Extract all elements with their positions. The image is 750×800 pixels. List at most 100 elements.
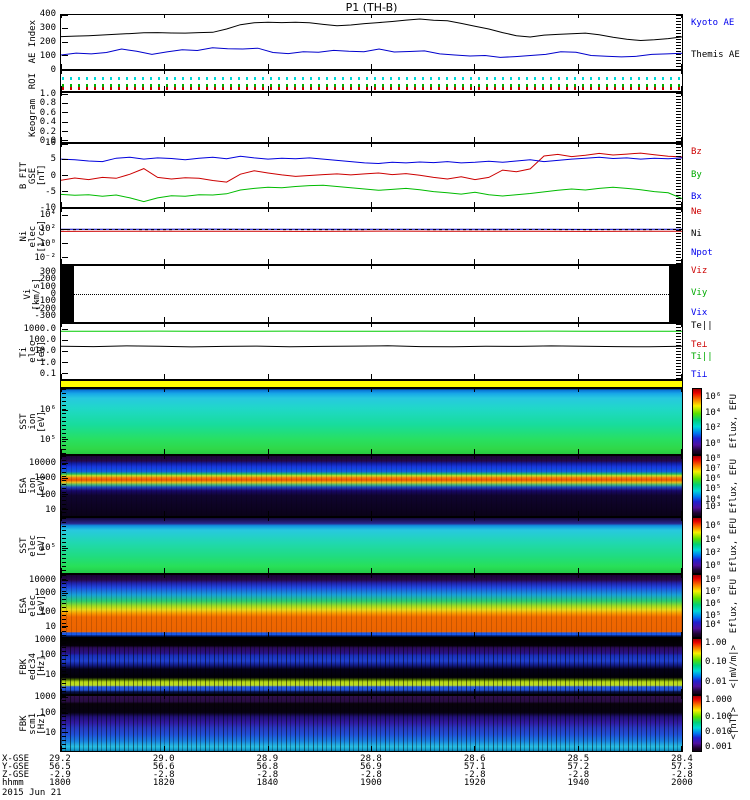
y-tick-label: 400 — [39, 9, 56, 19]
minor-ticks-left — [62, 696, 66, 751]
y-tick-label: 0 — [50, 170, 56, 181]
y-tick-label: 10⁵ — [39, 543, 56, 554]
panel-ni — [60, 208, 683, 265]
axis-title-text: Keogram — [27, 98, 38, 137]
eph-value: -2.9 — [49, 770, 71, 780]
minor-ticks-left — [62, 575, 66, 637]
x-tick-mark — [578, 389, 579, 392]
minor-ticks-right — [676, 144, 681, 207]
axis-title-text: SST elec [eV] — [18, 534, 47, 557]
zero-line — [62, 294, 681, 295]
x-tick-mark — [268, 632, 269, 637]
x-tick-mark — [61, 259, 62, 264]
x-tick-mark — [268, 15, 269, 18]
y-tick-label: 100 — [39, 489, 56, 500]
y-tick-mark — [62, 329, 68, 330]
x-tick-mark — [164, 144, 165, 147]
y-tick-label: 1000 — [34, 472, 56, 483]
y-tick-mark — [62, 593, 68, 594]
panel-esa-ion — [60, 455, 683, 517]
colorbar-unit: <|mV/m|> — [729, 638, 739, 695]
x-tick-mark — [578, 456, 579, 459]
x-tick-mark — [578, 449, 579, 454]
x-tick-mark — [268, 144, 269, 147]
axis-title-text: SST ion [eV] — [18, 410, 47, 433]
minor-ticks-right — [676, 324, 681, 379]
axis-title-esa-ion: ESA ion [eV] — [18, 455, 48, 517]
x-tick-mark — [61, 202, 62, 207]
eph-value: 1900 — [360, 778, 382, 788]
colorbar-tick-label: 10⁷ — [705, 586, 722, 597]
x-tick-mark — [578, 374, 579, 379]
x-tick-mark — [371, 324, 372, 327]
right-label-te: Te⊥ — [691, 340, 708, 350]
colorbar-unit: <|nT|> — [729, 695, 739, 752]
y-tick-mark — [62, 373, 68, 374]
y-tick-mark — [62, 315, 68, 316]
x-tick-mark — [578, 86, 579, 91]
eph-row-label-y-gse: Y-GSE — [2, 762, 30, 772]
x-tick-mark — [371, 632, 372, 637]
x-tick-mark — [371, 137, 372, 142]
axis-title-bfit: B FIT GSE [nT] — [18, 143, 48, 208]
eph-value: 56.5 — [49, 762, 71, 772]
x-tick-mark — [578, 746, 579, 751]
x-tick-mark — [61, 518, 62, 521]
axis-title-text: ESA elec [eV] — [18, 595, 47, 617]
x-tick-mark — [164, 389, 165, 392]
colorbar-esa-elec — [692, 574, 702, 638]
y-tick-mark — [62, 191, 68, 192]
right-label-vix: Vix — [691, 308, 708, 318]
eph-value: 57.3 — [671, 762, 693, 772]
x-tick-mark — [371, 374, 372, 379]
x-tick-mark — [268, 696, 269, 699]
x-tick-mark — [61, 86, 62, 91]
trace-te-par — [61, 345, 682, 348]
minor-ticks-left — [62, 456, 66, 516]
x-tick-mark — [164, 632, 165, 637]
x-tick-mark — [681, 689, 682, 694]
x-tick-mark — [268, 317, 269, 322]
y-tick-mark — [62, 140, 68, 141]
right-label-by: By — [691, 170, 702, 180]
panel-fbk-e — [60, 638, 683, 695]
y-tick-mark — [62, 340, 68, 341]
y-tick-mark — [62, 175, 68, 176]
x-tick-mark — [681, 202, 682, 207]
minor-ticks-right — [676, 266, 681, 322]
x-tick-mark — [164, 209, 165, 212]
y-tick-label: 0.0 — [39, 136, 56, 147]
y-tick-mark — [62, 257, 68, 258]
y-tick-mark — [62, 294, 68, 295]
x-tick-mark — [61, 137, 62, 142]
x-tick-mark — [681, 266, 682, 269]
eph-value: -2.8 — [671, 770, 693, 780]
x-tick-mark — [268, 137, 269, 142]
eph-value: 28.8 — [360, 754, 382, 764]
y-tick-label: 10000 — [28, 458, 56, 469]
axis-title-text: Ni elec [1/cc] — [18, 220, 47, 253]
x-tick-mark — [268, 511, 269, 516]
roi-dashes-0 — [62, 77, 681, 80]
colorbar-unit-text: Eflux, EFU — [729, 458, 739, 514]
x-tick-mark — [681, 324, 682, 327]
x-tick-mark — [681, 71, 682, 74]
axis-title-esa-elec: ESA elec [eV] — [18, 574, 48, 638]
y-tick-mark — [62, 674, 68, 675]
eph-value: -2.8 — [567, 770, 590, 780]
panel-vi — [60, 265, 683, 323]
x-tick-mark — [371, 689, 372, 694]
y-tick-label: 0 — [50, 65, 56, 75]
x-tick-mark — [681, 696, 682, 699]
x-tick-mark — [371, 389, 372, 392]
eph-value: 56.9 — [360, 762, 382, 772]
colorbar-tick-label: 10⁵ — [705, 484, 722, 495]
x-tick-mark — [578, 137, 579, 142]
y-tick-mark — [62, 131, 68, 132]
x-tick-mark — [681, 518, 682, 521]
x-tick-mark — [578, 209, 579, 212]
colorbar-tick-label: 10² — [705, 548, 722, 559]
x-tick-mark — [371, 93, 372, 96]
x-tick-mark — [474, 209, 475, 212]
y-tick-mark — [62, 308, 68, 309]
